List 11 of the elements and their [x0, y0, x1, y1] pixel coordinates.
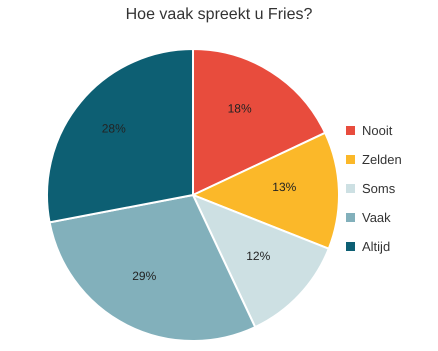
legend-label: Altijd	[362, 239, 390, 254]
legend-label: Nooit	[362, 123, 392, 138]
chart-title: Hoe vaak spreekt u Fries?	[124, 6, 314, 24]
legend-label: Soms	[362, 181, 396, 196]
data-label: 28%	[102, 122, 126, 136]
data-label: 13%	[272, 180, 297, 194]
data-label: 12%	[246, 248, 271, 263]
legend-label: Vaak	[362, 210, 391, 225]
data-label: 29%	[132, 268, 157, 283]
legend-label: Zelden	[362, 152, 402, 167]
data-label: 18%	[228, 102, 252, 116]
